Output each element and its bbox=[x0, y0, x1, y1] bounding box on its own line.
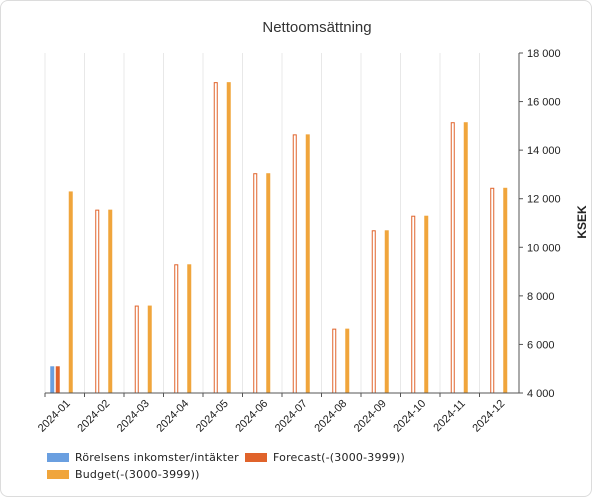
x-tick-label: 2024-10 bbox=[391, 398, 428, 435]
bar-budget bbox=[68, 191, 73, 393]
bar-forecast bbox=[292, 134, 297, 394]
legend-label-budget: Budget(-(3000-3999)) bbox=[75, 468, 200, 481]
bar-budget bbox=[266, 173, 271, 393]
y-tick-label: 18 000 bbox=[527, 48, 561, 60]
legend-label-revenue: Rörelsens inkomster/intäkter bbox=[75, 451, 239, 464]
x-tick-label: 2024-03 bbox=[115, 398, 152, 435]
bar-budget bbox=[424, 215, 429, 393]
y-tick-label: 4 000 bbox=[527, 388, 555, 400]
bars bbox=[50, 82, 508, 394]
bar-forecast bbox=[95, 209, 100, 394]
x-tick-label: 2024-08 bbox=[312, 398, 349, 435]
bar-forecast bbox=[450, 122, 455, 394]
bar-forecast bbox=[411, 215, 416, 394]
bar-forecast bbox=[490, 187, 495, 394]
x-tick-label: 2024-04 bbox=[154, 398, 191, 435]
legend-item-forecast[interactable]: Forecast(-(3000-3999)) bbox=[245, 451, 405, 464]
legend-item-budget[interactable]: Budget(-(3000-3999)) bbox=[47, 468, 200, 481]
bar-forecast bbox=[55, 366, 60, 393]
bar-forecast bbox=[134, 305, 139, 394]
bar-forecast bbox=[174, 264, 179, 394]
y-tick-label: 14 000 bbox=[527, 145, 561, 157]
y-axis-label: KSEK bbox=[575, 205, 589, 239]
x-tick-label: 2024-07 bbox=[273, 398, 310, 435]
x-tick-label: 2024-09 bbox=[352, 398, 389, 435]
legend-label-forecast: Forecast(-(3000-3999)) bbox=[273, 451, 406, 464]
bar-revenue bbox=[50, 366, 55, 393]
bar-budget bbox=[463, 122, 468, 393]
legend-swatch-budget bbox=[47, 470, 69, 479]
bar-budget bbox=[147, 305, 152, 393]
legend-item-revenue[interactable]: Rörelsens inkomster/intäkter bbox=[47, 451, 239, 464]
bar-forecast bbox=[371, 230, 376, 394]
y-tick-label: 6 000 bbox=[527, 339, 555, 351]
grid-lines bbox=[44, 53, 520, 393]
axes: 4 000 6 000 8 000 10 000 12 000 14 000 16 000 1… bbox=[36, 48, 561, 435]
legend-swatch-forecast bbox=[245, 453, 267, 462]
bar-budget bbox=[305, 134, 310, 393]
chart-title: Nettoomsättning bbox=[262, 19, 371, 36]
bar-budget bbox=[384, 230, 389, 393]
x-tick-label: 2024-12 bbox=[470, 398, 507, 435]
y-tick-label: 10 000 bbox=[527, 242, 561, 254]
bar-budget bbox=[226, 82, 231, 394]
bar-budget bbox=[187, 264, 192, 393]
bar-forecast bbox=[332, 328, 337, 394]
x-tick-label: 2024-02 bbox=[75, 398, 112, 435]
x-tick-label: 2024-01 bbox=[36, 398, 73, 435]
legend-swatch-revenue bbox=[47, 453, 69, 462]
bar-budget bbox=[503, 187, 508, 393]
y-tick-label: 16 000 bbox=[527, 97, 561, 109]
bar-forecast bbox=[213, 82, 218, 394]
bar-forecast bbox=[253, 173, 258, 394]
y-tick-label: 12 000 bbox=[527, 194, 561, 206]
bar-budget bbox=[345, 328, 350, 393]
x-tick-label: 2024-05 bbox=[194, 398, 231, 435]
bar-budget bbox=[108, 209, 113, 393]
x-tick-label: 2024-06 bbox=[233, 398, 270, 435]
x-tick-label: 2024-11 bbox=[431, 398, 467, 434]
y-tick-label: 8 000 bbox=[527, 291, 555, 303]
